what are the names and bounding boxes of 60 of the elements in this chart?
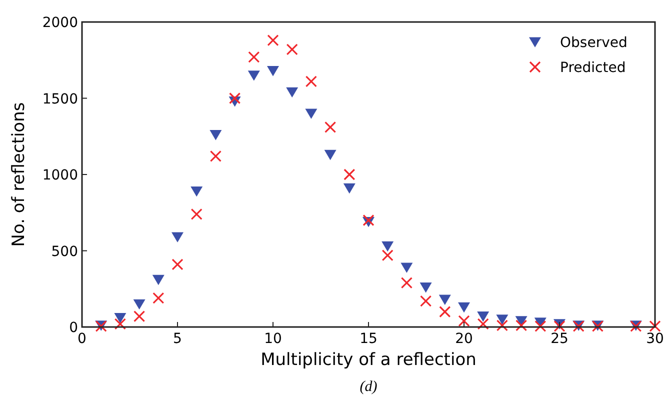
point [496,314,508,325]
point [420,282,432,293]
point [172,258,184,270]
point [400,276,412,289]
point [438,294,451,305]
y-tick-label: 1000 [42,168,78,184]
point [210,130,222,140]
point [324,121,336,134]
point [400,262,413,273]
x-axis-title: Multiplicity of a reflection [260,350,476,370]
point [477,312,490,322]
point [248,51,260,63]
point [305,108,318,119]
y-axis-title: No. of reflections [9,102,29,247]
point [190,208,202,220]
point [362,214,374,226]
y-tick-label: 500 [51,244,78,260]
point [267,66,279,76]
point [516,320,528,332]
point [382,250,394,262]
point [458,302,470,313]
point [496,320,508,332]
point [133,299,146,310]
point [458,315,470,327]
legend-label: Observed [560,35,628,51]
point [534,320,546,332]
point [172,232,184,242]
point [382,241,394,252]
point [324,150,336,160]
point [649,320,661,332]
point [554,320,566,332]
point [286,44,298,56]
point [343,183,356,194]
point [305,76,317,88]
point [114,318,126,330]
x-tick-label: 5 [173,331,182,347]
legend-label: Predicted [560,60,626,76]
point [248,70,260,81]
x-tick-label: 15 [360,331,378,347]
point [420,295,432,307]
y-tick-label: 1500 [42,91,78,108]
x-tick-label: 10 [264,331,282,347]
text: (d) [360,379,378,395]
point [152,274,164,286]
x-tick-label: 20 [455,331,473,347]
point [229,92,241,104]
point [439,306,451,318]
y-tick-label: 0 [69,320,78,336]
point [190,186,203,197]
x-tick-label: 25 [550,331,568,347]
y-tick-label: 2000 [42,15,78,31]
point [267,34,279,46]
point [114,313,126,324]
point [286,87,298,98]
point [344,168,356,180]
point [477,318,489,330]
point [152,292,164,304]
point [134,310,146,322]
point [210,150,222,162]
x-tick-label: 30 [646,331,664,347]
